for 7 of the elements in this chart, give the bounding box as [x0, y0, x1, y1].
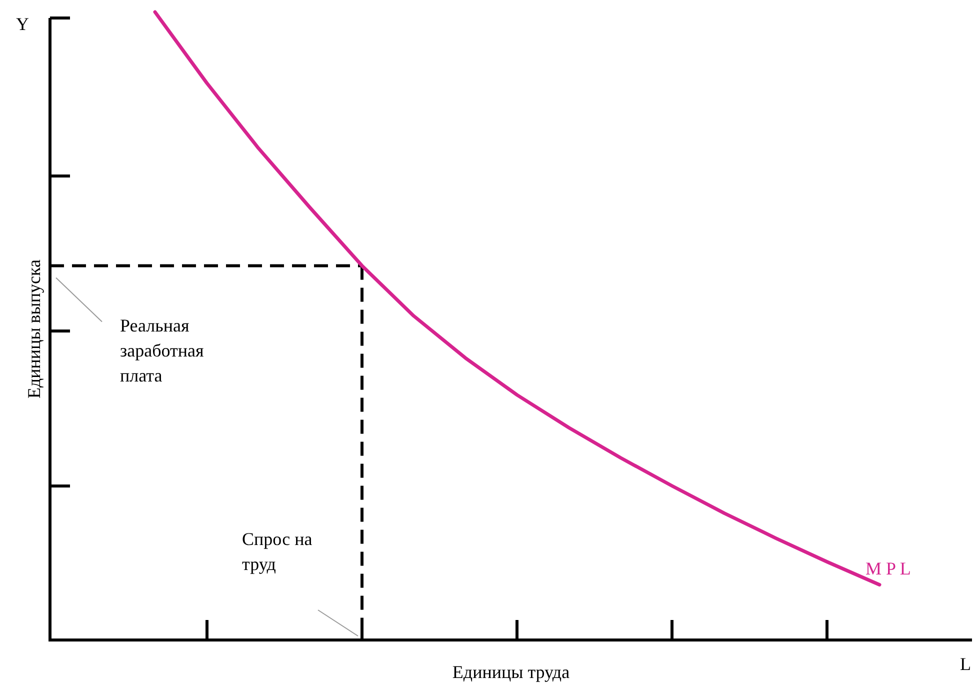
text: L [960, 654, 971, 674]
series-label: M P L [866, 558, 911, 579]
annotation: Спрос на труд [242, 529, 312, 574]
y-axis-title: Единицы выпуска [24, 260, 44, 398]
ref-line-label: Реальная заработная плата [120, 316, 204, 386]
x-axis-title: Единицы труда [452, 662, 570, 682]
text: Y [16, 14, 29, 34]
